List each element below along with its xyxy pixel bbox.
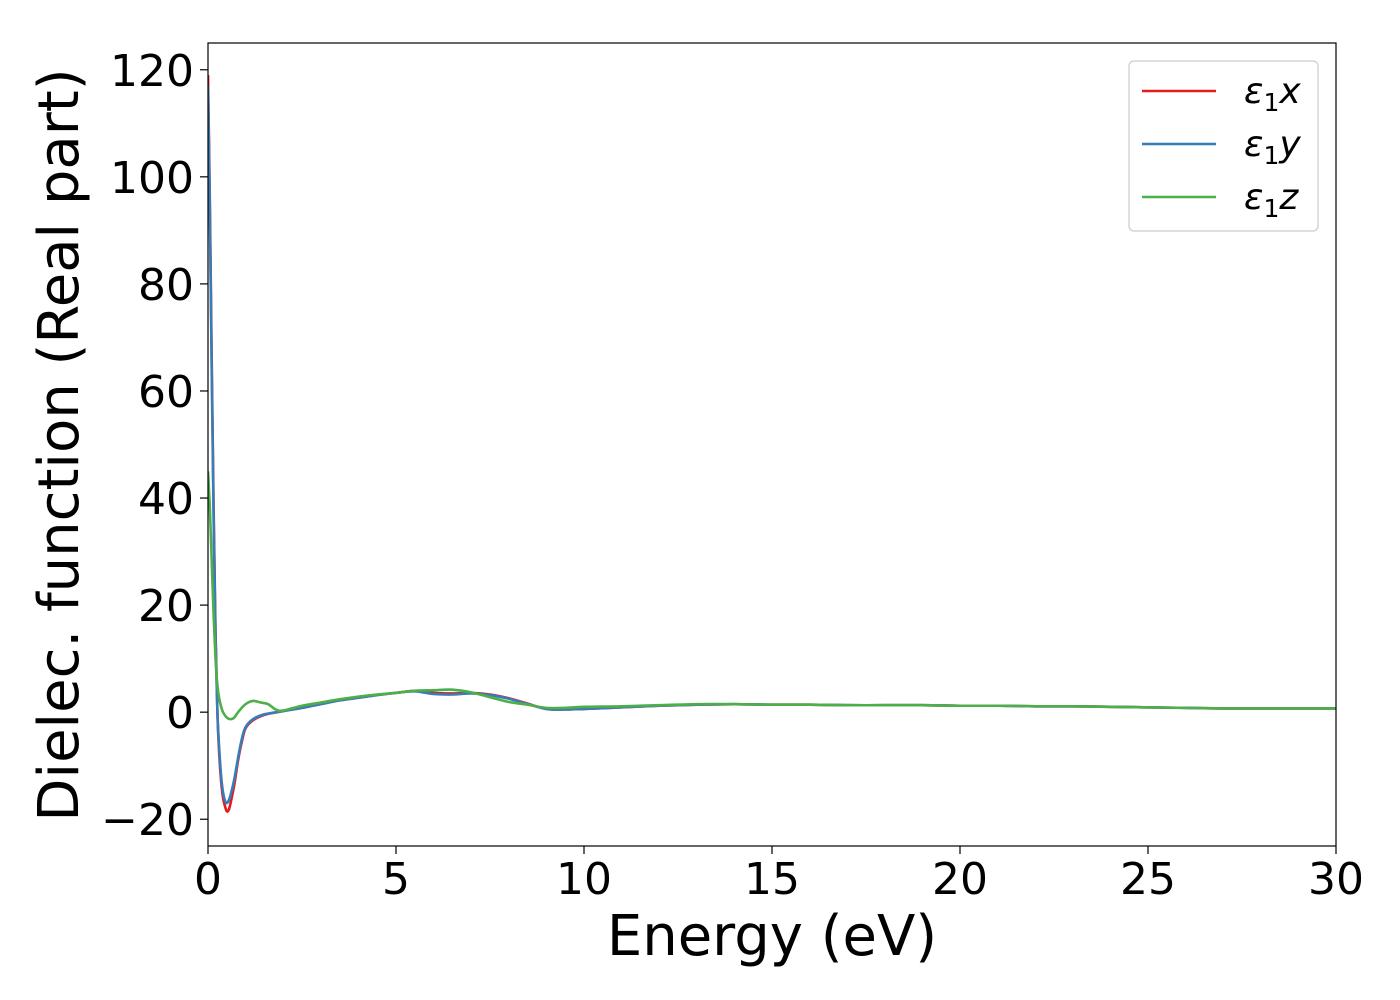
legend-label-z: ε1z <box>1244 177 1299 223</box>
y-tick-label: 20 <box>138 581 194 632</box>
legend-label-y: ε1y <box>1244 124 1301 170</box>
y-tick-label: 40 <box>138 474 194 525</box>
legend: ε1x ε1y ε1z <box>1128 60 1319 232</box>
x-axis-ticks: 0 5 10 15 20 25 30 <box>194 846 1364 905</box>
series-line-z <box>208 471 1336 721</box>
y-tick-label: −20 <box>101 795 194 846</box>
x-tick-label: 30 <box>1308 854 1364 905</box>
x-tick-label: 25 <box>1120 854 1176 905</box>
x-tick-label: 0 <box>194 854 222 905</box>
legend-frame <box>1128 60 1319 232</box>
x-tick-label: 15 <box>744 854 800 905</box>
x-tick-label: 10 <box>556 854 612 905</box>
legend-label-x: ε1x <box>1244 71 1301 117</box>
y-tick-label: 60 <box>138 367 194 418</box>
y-tick-label: 0 <box>166 688 194 739</box>
y-tick-label: 100 <box>110 153 194 204</box>
y-axis-ticks: −20 0 20 40 60 80 100 120 <box>101 46 208 846</box>
y-axis-label: Dielec. function (Real part) <box>27 68 92 821</box>
y-tick-label: 80 <box>138 260 194 311</box>
x-axis-label: Energy (eV) <box>607 904 937 969</box>
series-layer <box>208 75 1336 813</box>
x-tick-label: 20 <box>932 854 988 905</box>
y-tick-label: 120 <box>110 46 194 97</box>
x-tick-label: 5 <box>382 854 410 905</box>
